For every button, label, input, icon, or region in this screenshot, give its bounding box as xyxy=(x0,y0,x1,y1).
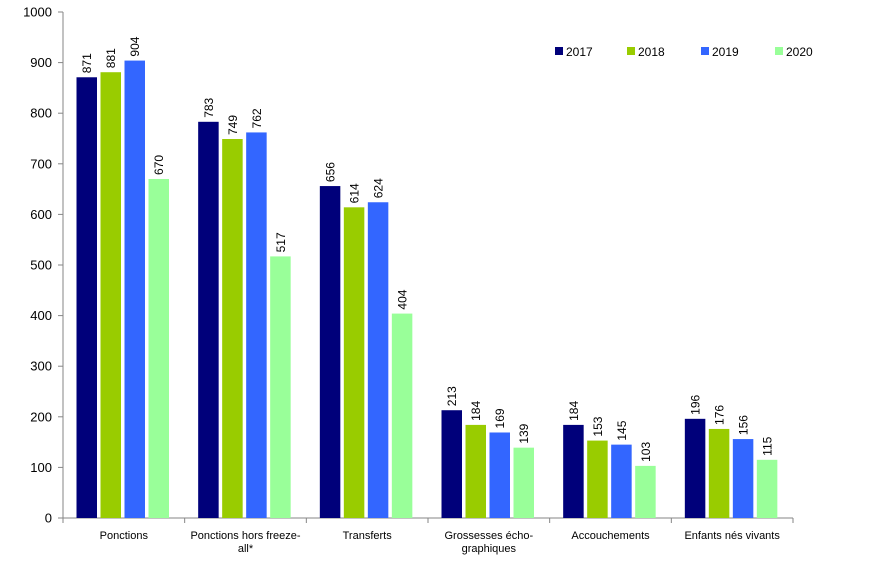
y-tick-label: 400 xyxy=(30,308,52,323)
x-category-label-line: Ponctions xyxy=(100,530,149,542)
data-label-2017: 656 xyxy=(324,162,338,182)
data-label-2020: 139 xyxy=(517,423,531,443)
y-tick-label: 700 xyxy=(30,156,52,171)
bar-2020 xyxy=(756,459,778,518)
bar-2018 xyxy=(465,424,486,518)
bar-2017 xyxy=(563,424,584,518)
data-label-2019: 762 xyxy=(250,108,264,128)
bar-2020 xyxy=(270,256,291,518)
bar-2019 xyxy=(732,439,754,518)
x-category-label: Accouchements xyxy=(571,530,650,542)
data-label-2020: 670 xyxy=(152,155,166,175)
bar-2019 xyxy=(246,132,267,519)
legend-label-2017: 2017 xyxy=(566,45,593,59)
data-label-2017: 871 xyxy=(80,53,94,73)
data-label-2018: 614 xyxy=(348,183,362,203)
x-category-label-line: Ponctions hors freeze- xyxy=(190,530,300,542)
y-tick-label: 0 xyxy=(45,511,52,526)
y-tick-label: 600 xyxy=(30,207,52,222)
x-category-label-line: Transferts xyxy=(343,530,393,542)
data-label-2017: 213 xyxy=(445,386,459,406)
data-label-2018: 881 xyxy=(104,48,118,68)
x-category-label-line: Grossesses écho- xyxy=(445,530,534,542)
data-label-2017: 783 xyxy=(202,97,216,117)
data-label-2019: 156 xyxy=(737,415,751,435)
bar-2017 xyxy=(441,410,462,518)
x-category-label: Enfants nés vivants xyxy=(684,530,780,542)
x-category-label: Transferts xyxy=(343,530,393,542)
bars xyxy=(76,60,778,519)
y-tick-label: 200 xyxy=(30,409,52,424)
bar-2017 xyxy=(76,77,97,519)
y-tick-label: 1000 xyxy=(23,5,52,20)
data-label-2020: 404 xyxy=(396,289,410,309)
legend-swatch-2019 xyxy=(701,47,709,55)
data-labels: 871 783 656 213 184 196 881 749 614 184 153 176 904 7… xyxy=(80,36,774,462)
data-label-2019: 145 xyxy=(615,420,629,440)
bar-2019 xyxy=(367,202,389,519)
bar-2018 xyxy=(100,72,121,519)
data-label-2020: 517 xyxy=(274,232,288,252)
bar-2017 xyxy=(684,418,706,518)
data-label-2017: 196 xyxy=(689,394,703,414)
data-label-2020: 103 xyxy=(639,442,653,462)
bar-2020 xyxy=(513,447,534,518)
y-tick-label: 800 xyxy=(30,106,52,121)
x-category-label-line: graphiques xyxy=(462,543,517,555)
bar-2020 xyxy=(391,313,413,518)
bar-2020 xyxy=(635,465,656,518)
bar-2017 xyxy=(198,121,219,518)
x-category-label: Ponctions hors freeze-all* xyxy=(190,530,300,555)
legend-swatch-2020 xyxy=(775,47,783,55)
bar-2018 xyxy=(222,139,243,519)
data-label-2019: 904 xyxy=(128,36,142,56)
y-tick-label: 300 xyxy=(30,359,52,374)
x-category-label-line: Enfants nés vivants xyxy=(684,530,780,542)
legend: 2017 2018 2019 2020 xyxy=(555,45,813,59)
data-label-2018: 153 xyxy=(591,416,605,436)
legend-label-2019: 2019 xyxy=(712,45,739,59)
bar-2017 xyxy=(319,186,341,518)
bar-2019 xyxy=(489,432,510,518)
data-label-2018: 749 xyxy=(226,115,240,135)
legend-label-2018: 2018 xyxy=(638,45,665,59)
x-category-label-line: all* xyxy=(238,543,254,555)
data-label-2017: 184 xyxy=(567,401,581,421)
bar-2020 xyxy=(148,178,169,519)
legend-swatch-2018 xyxy=(627,47,635,55)
bar-2018 xyxy=(708,428,730,518)
legend-label-2020: 2020 xyxy=(786,45,813,59)
data-label-2019: 169 xyxy=(493,408,507,428)
y-tick-label: 100 xyxy=(30,460,52,475)
bar-2018 xyxy=(343,207,365,519)
legend-swatch-2017 xyxy=(555,47,563,55)
data-label-2019: 624 xyxy=(372,178,386,198)
x-category-label: Grossesses écho-graphiques xyxy=(445,530,534,555)
data-label-2020: 115 xyxy=(761,436,775,455)
bar-2018 xyxy=(587,440,608,518)
bar-2019 xyxy=(611,444,632,518)
data-label-2018: 176 xyxy=(713,405,727,425)
x-category-label: Ponctions xyxy=(100,530,149,542)
y-tick-label: 900 xyxy=(30,55,52,70)
data-label-2018: 184 xyxy=(469,401,483,421)
y-tick-label: 500 xyxy=(30,258,52,273)
bar-2019 xyxy=(124,60,145,519)
axes: 0 100 200 300 400 500 600 700 800 900 1000 Ponction… xyxy=(23,5,794,555)
x-category-label-line: Accouchements xyxy=(571,530,650,542)
